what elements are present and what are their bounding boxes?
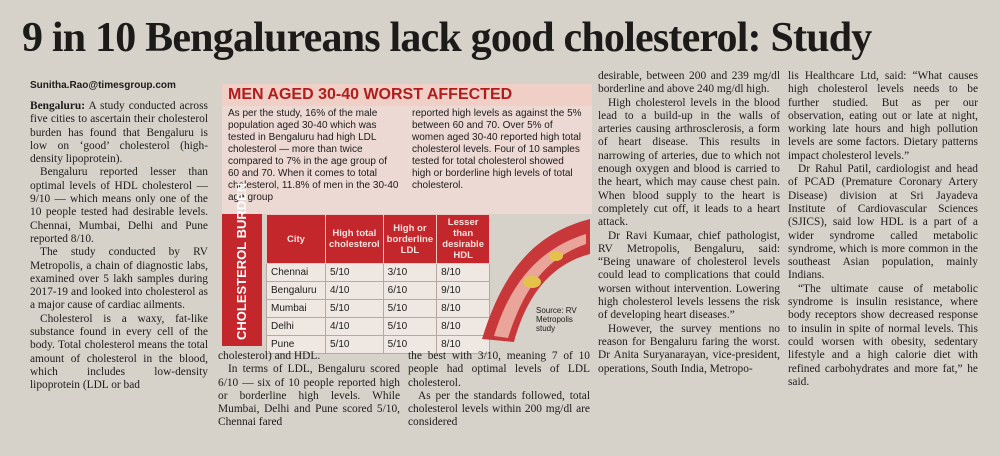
paragraph: desirable, between 200 and 239 mg/dl bor… xyxy=(598,70,780,96)
table-row: Bengaluru 4/10 6/10 9/10 xyxy=(266,281,491,300)
table: City High total cholesterol High or bord… xyxy=(266,214,491,354)
paragraph: High cholesterol levels in the blood lea… xyxy=(598,96,780,229)
table-row: Pune 5/10 5/10 8/10 xyxy=(266,335,491,354)
artery-illustration xyxy=(482,219,590,342)
city-cell: Chennai xyxy=(266,263,326,282)
value-cell: 5/10 xyxy=(382,317,438,336)
column: the best with 3/10, meaning 7 of 10 peop… xyxy=(408,350,590,452)
value-cell: 4/10 xyxy=(325,317,384,336)
table-row: Mumbai 5/10 5/10 8/10 xyxy=(266,299,491,318)
value-cell: 3/10 xyxy=(382,263,438,282)
table-row: Delhi 4/10 5/10 8/10 xyxy=(266,317,491,336)
side-label-panel: CHOLESTEROL BURDEN xyxy=(222,182,262,346)
city-cell: Pune xyxy=(266,335,326,354)
box-text: As per the study, 16% of the male popula… xyxy=(228,108,399,203)
header: City xyxy=(266,214,326,264)
city-cell: Bengaluru xyxy=(266,281,326,300)
paragraph: “The ultimate cause of metabolic syndrom… xyxy=(788,282,978,388)
column: Bengaluru: A study conducted across five… xyxy=(30,100,208,452)
value-cell: 8/10 xyxy=(436,299,491,318)
box-body: As per the study, 16% of the male popula… xyxy=(222,106,592,214)
text: A study conducted across five cities to … xyxy=(30,100,208,166)
plaque xyxy=(523,276,541,288)
value-cell: 4/10 xyxy=(325,281,384,300)
paragraph: In terms of LDL, Bengaluru scored 6/10 —… xyxy=(218,363,400,429)
table-row: Chennai 5/10 3/10 8/10 xyxy=(266,263,491,282)
paragraph: Dr Ravi Kumaar, chief pathologist, RV Me… xyxy=(598,229,780,322)
city-cell: Delhi xyxy=(266,317,326,336)
header: Lesser than desirable HDL xyxy=(436,214,491,264)
dateline: Bengaluru: xyxy=(30,100,86,112)
column: lis Healthcare Ltd, said: “What causes h… xyxy=(788,70,978,452)
source: Source: RV Metropolis study xyxy=(536,306,577,333)
value-cell: 5/10 xyxy=(325,335,384,354)
byline: Sunitha.Rao@timesgroup.com xyxy=(30,80,176,91)
artery-inner xyxy=(494,234,586,338)
value-cell: 8/10 xyxy=(436,263,491,282)
value-cell: 5/10 xyxy=(382,335,438,354)
headline: 9 in 10 Bengalureans lack good cholester… xyxy=(22,15,872,61)
paragraph: The study conducted by RV Metropolis, a … xyxy=(30,246,208,312)
value-cell: 8/10 xyxy=(436,335,491,354)
infobox: MEN AGED 30-40 WORST AFFECTED As per the… xyxy=(222,84,592,354)
value-cell: 5/10 xyxy=(325,299,384,318)
value-cell: 6/10 xyxy=(382,281,438,300)
paragraph: However, the survey mentions no reason f… xyxy=(598,322,780,375)
paragraph: Dr Rahul Patil, cardiologist and head of… xyxy=(788,163,978,282)
value-cell: 8/10 xyxy=(436,317,491,336)
paragraph: lis Healthcare Ltd, said: “What causes h… xyxy=(788,70,978,162)
value-cell: 5/10 xyxy=(325,263,384,282)
value-cell: 5/10 xyxy=(382,299,438,318)
header-row: City High total cholesterol High or bord… xyxy=(266,214,491,264)
city-cell: Mumbai xyxy=(266,299,326,318)
box-title: MEN AGED 30-40 WORST AFFECTED xyxy=(222,84,592,106)
table-body: Chennai 5/10 3/10 8/10 Bengaluru 4/10 6/10 9/10… xyxy=(266,263,491,354)
paragraph: Cholesterol is a waxy, fat-like substanc… xyxy=(30,312,208,392)
paragraph: cholesterol) and HDL. xyxy=(218,350,321,362)
side-label: CHOLESTEROL BURDEN xyxy=(234,182,249,340)
header: High or borderline LDL xyxy=(382,214,438,264)
paragraph: Bengaluru: A study conducted across five… xyxy=(30,100,208,166)
plaque xyxy=(549,251,563,261)
paragraph: As per the standards followed, total cho… xyxy=(408,389,590,429)
paragraph: the best with 3/10, meaning 7 of 10 peop… xyxy=(408,350,590,389)
paragraph: Bengaluru reported lesser than optimal l… xyxy=(30,166,208,245)
box-text: reported high levels as against the 5% b… xyxy=(412,108,582,191)
column: cholesterol) and HDL. In terms of LDL, B… xyxy=(218,350,400,452)
column: desirable, between 200 and 239 mg/dl bor… xyxy=(598,70,780,452)
header: High total cholesterol xyxy=(325,214,384,264)
